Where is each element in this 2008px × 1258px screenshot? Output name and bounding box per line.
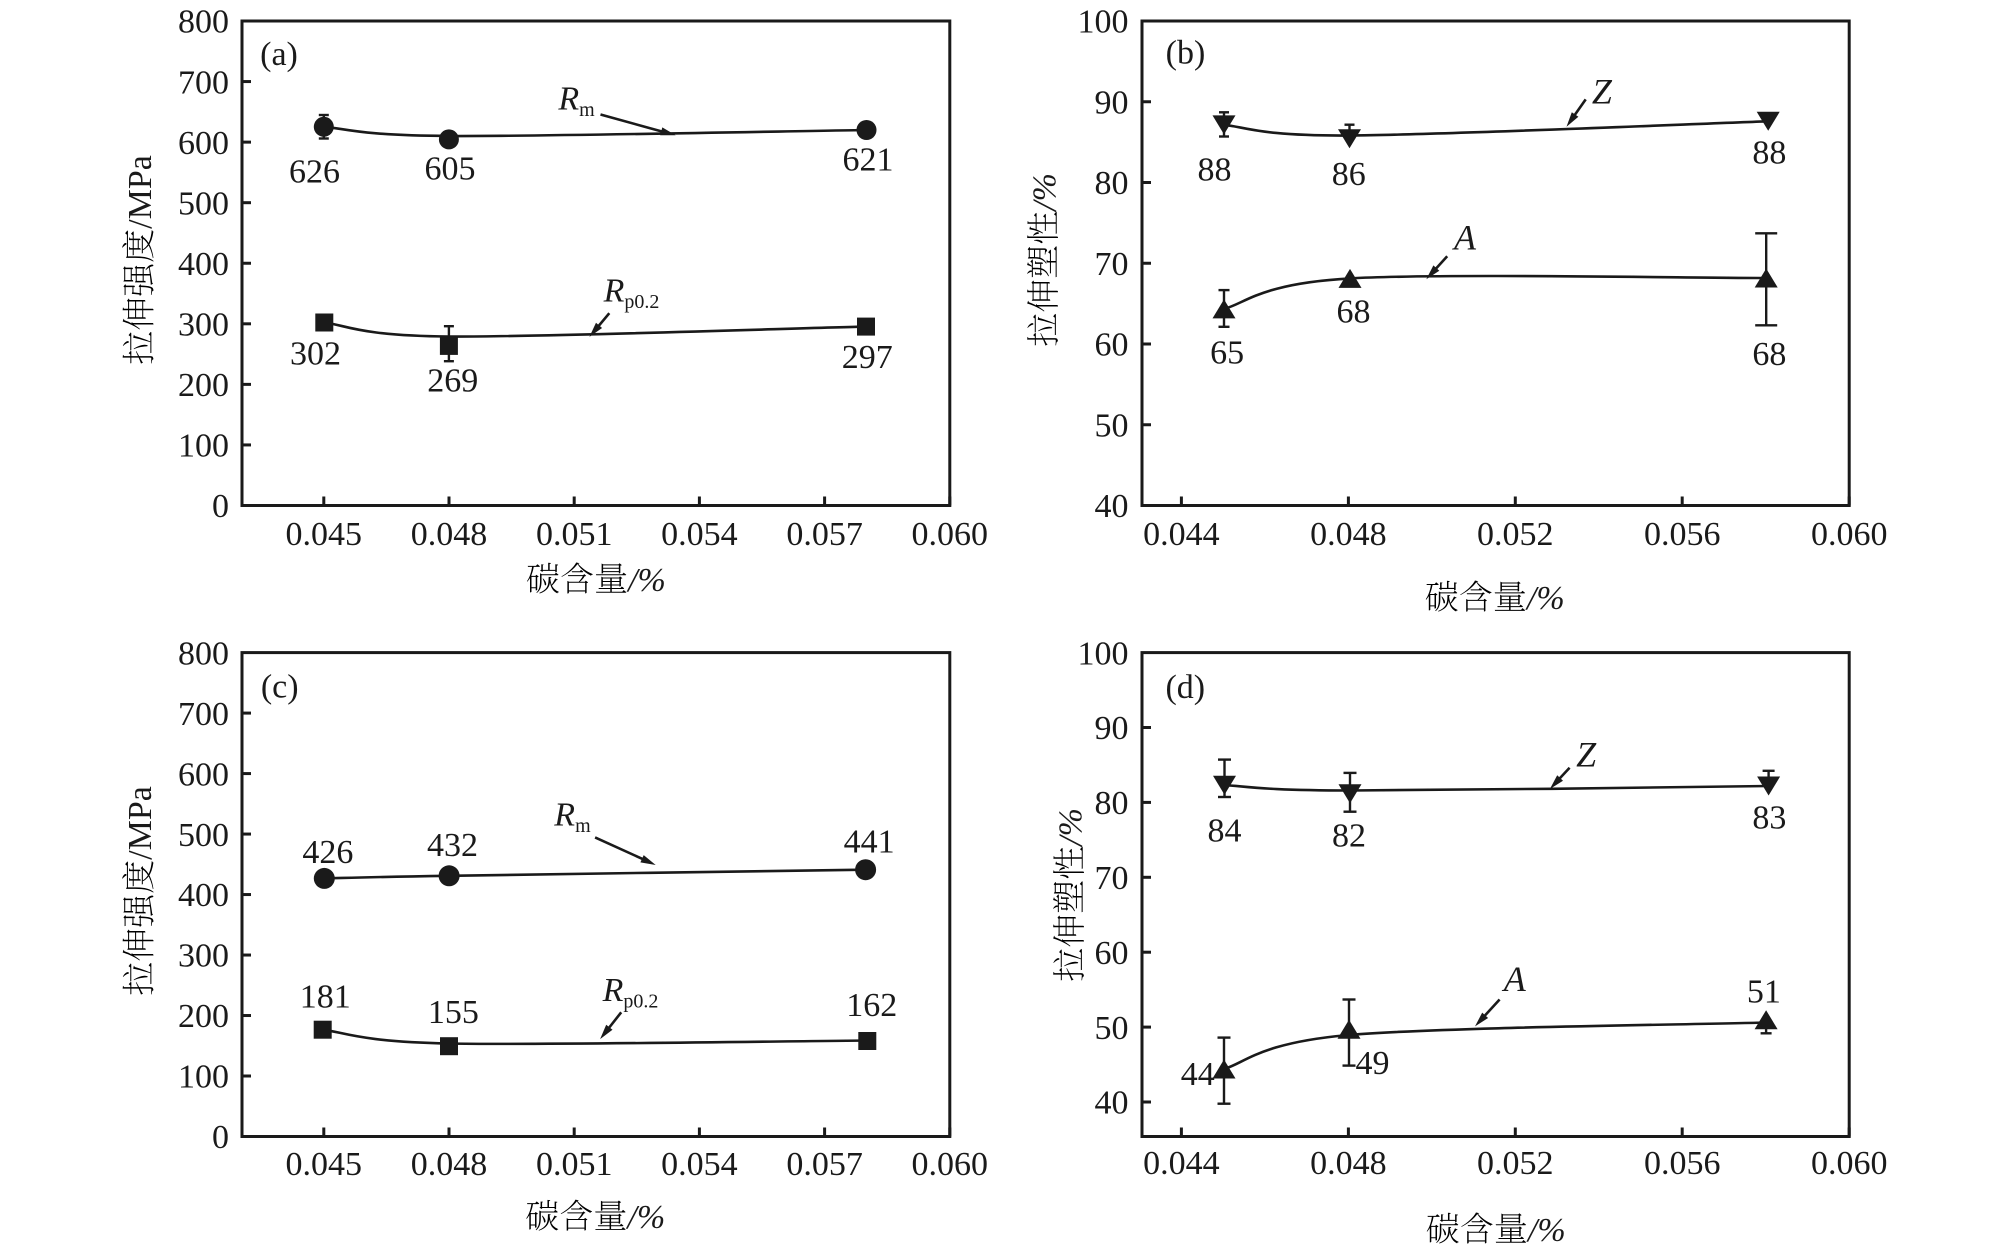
svg-text:605: 605 bbox=[425, 151, 476, 188]
svg-text:65: 65 bbox=[1210, 334, 1244, 371]
svg-text:400: 400 bbox=[178, 246, 229, 283]
svg-text:100: 100 bbox=[1078, 635, 1129, 672]
svg-text:0.044: 0.044 bbox=[1143, 516, 1220, 553]
svg-text:/%: /% bbox=[1053, 808, 1090, 848]
svg-text:/%: /% bbox=[626, 562, 666, 599]
svg-text:51: 51 bbox=[1747, 974, 1781, 1011]
svg-text:/%: /% bbox=[1525, 580, 1565, 617]
svg-text:600: 600 bbox=[178, 756, 229, 793]
svg-text:0.048: 0.048 bbox=[411, 516, 488, 553]
svg-text:0: 0 bbox=[212, 488, 229, 525]
svg-text:68: 68 bbox=[1337, 294, 1371, 331]
svg-text:44: 44 bbox=[1181, 1056, 1215, 1093]
svg-text:50: 50 bbox=[1095, 407, 1129, 444]
svg-text:155: 155 bbox=[428, 994, 479, 1031]
svg-text:0.060: 0.060 bbox=[912, 1146, 989, 1183]
svg-text:0: 0 bbox=[212, 1119, 229, 1156]
svg-text:0.057: 0.057 bbox=[786, 516, 863, 553]
svg-text:297: 297 bbox=[842, 339, 893, 376]
svg-text:80: 80 bbox=[1095, 785, 1129, 822]
svg-text:84: 84 bbox=[1208, 813, 1242, 850]
svg-text:0.048: 0.048 bbox=[411, 1146, 488, 1183]
svg-text:700: 700 bbox=[178, 696, 229, 733]
svg-text:50: 50 bbox=[1095, 1010, 1129, 1047]
svg-text:Z: Z bbox=[1576, 735, 1597, 775]
svg-text:0.060: 0.060 bbox=[1811, 1145, 1888, 1182]
svg-text:0.044: 0.044 bbox=[1143, 1145, 1220, 1182]
svg-text:432: 432 bbox=[427, 827, 478, 864]
svg-text:100: 100 bbox=[178, 428, 229, 465]
svg-text:300: 300 bbox=[178, 938, 229, 975]
svg-text:621: 621 bbox=[843, 142, 894, 179]
svg-text:86: 86 bbox=[1332, 156, 1366, 193]
svg-text:Rp0.2: Rp0.2 bbox=[603, 273, 660, 314]
svg-text:88: 88 bbox=[1752, 135, 1786, 172]
svg-text:A: A bbox=[1502, 959, 1527, 999]
svg-text:500: 500 bbox=[178, 817, 229, 854]
svg-text:0.056: 0.056 bbox=[1644, 516, 1721, 553]
svg-text:800: 800 bbox=[178, 635, 229, 672]
svg-text:0.060: 0.060 bbox=[912, 516, 989, 553]
svg-text:0.045: 0.045 bbox=[286, 516, 363, 553]
svg-text:0.060: 0.060 bbox=[1811, 516, 1888, 553]
svg-text:600: 600 bbox=[178, 125, 229, 162]
svg-text:0.054: 0.054 bbox=[661, 516, 738, 553]
svg-text:626: 626 bbox=[289, 154, 340, 191]
svg-text:0.056: 0.056 bbox=[1644, 1145, 1721, 1182]
svg-text:269: 269 bbox=[427, 363, 478, 400]
svg-text:162: 162 bbox=[846, 987, 897, 1024]
svg-text:500: 500 bbox=[178, 185, 229, 222]
svg-text:40: 40 bbox=[1095, 488, 1129, 525]
svg-text:70: 70 bbox=[1095, 246, 1129, 283]
svg-text:(c): (c) bbox=[261, 669, 299, 706]
svg-text:0.052: 0.052 bbox=[1477, 1145, 1554, 1182]
svg-text:0.051: 0.051 bbox=[536, 516, 613, 553]
svg-text:441: 441 bbox=[844, 824, 895, 861]
svg-text:0.045: 0.045 bbox=[286, 1146, 363, 1183]
svg-text:40: 40 bbox=[1095, 1085, 1129, 1122]
svg-text:(a): (a) bbox=[260, 36, 298, 73]
svg-text:90: 90 bbox=[1095, 710, 1129, 747]
svg-text:/MPa: /MPa bbox=[122, 155, 159, 229]
svg-text:(d): (d) bbox=[1165, 669, 1205, 706]
svg-text:70: 70 bbox=[1095, 860, 1129, 897]
svg-text:(b): (b) bbox=[1166, 35, 1206, 72]
svg-text:800: 800 bbox=[178, 4, 229, 41]
svg-text:200: 200 bbox=[178, 367, 229, 404]
svg-text:80: 80 bbox=[1095, 165, 1129, 202]
svg-text:200: 200 bbox=[178, 998, 229, 1035]
svg-text:Z: Z bbox=[1592, 71, 1613, 111]
svg-text:0.051: 0.051 bbox=[536, 1146, 613, 1183]
svg-text:83: 83 bbox=[1752, 800, 1786, 837]
svg-text:88: 88 bbox=[1198, 152, 1232, 189]
svg-text:82: 82 bbox=[1332, 818, 1366, 855]
svg-text:Rm: Rm bbox=[553, 797, 591, 838]
svg-text:426: 426 bbox=[302, 834, 353, 871]
svg-text:/%: /% bbox=[1027, 173, 1064, 213]
svg-text:0.054: 0.054 bbox=[661, 1146, 738, 1183]
svg-text:400: 400 bbox=[178, 877, 229, 914]
svg-text:302: 302 bbox=[290, 336, 341, 373]
svg-text:0.057: 0.057 bbox=[786, 1146, 863, 1183]
svg-text:300: 300 bbox=[178, 307, 229, 344]
svg-text:/MPa: /MPa bbox=[122, 786, 159, 860]
svg-text:60: 60 bbox=[1095, 935, 1129, 972]
svg-text:0.048: 0.048 bbox=[1310, 1145, 1387, 1182]
svg-text:100: 100 bbox=[178, 1059, 229, 1096]
svg-text:100: 100 bbox=[1078, 4, 1129, 41]
svg-text:49: 49 bbox=[1356, 1045, 1390, 1082]
svg-text:700: 700 bbox=[178, 64, 229, 101]
svg-text:181: 181 bbox=[300, 978, 351, 1015]
svg-text:/%: /% bbox=[1526, 1212, 1566, 1249]
svg-text:/%: /% bbox=[625, 1199, 665, 1236]
svg-text:0.048: 0.048 bbox=[1310, 516, 1387, 553]
svg-text:90: 90 bbox=[1095, 85, 1129, 122]
svg-text:0.052: 0.052 bbox=[1477, 516, 1554, 553]
svg-text:60: 60 bbox=[1095, 327, 1129, 364]
svg-text:A: A bbox=[1452, 217, 1477, 257]
svg-text:68: 68 bbox=[1752, 336, 1786, 373]
